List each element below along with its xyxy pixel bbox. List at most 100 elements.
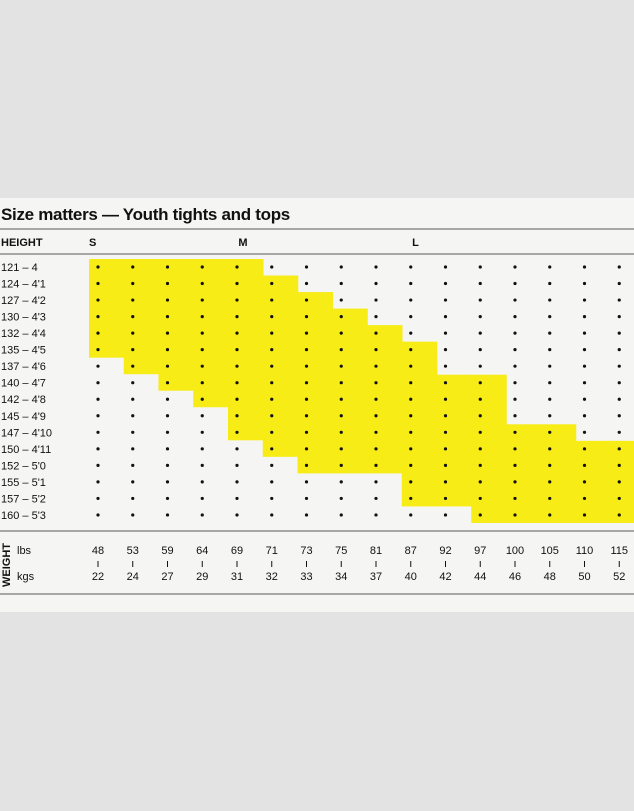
- grid-dot: [200, 265, 204, 269]
- size-chart: Size matters — Youth tights and tops HEI…: [0, 205, 634, 595]
- grid-dot: [513, 397, 517, 401]
- grid-dot: [582, 298, 587, 302]
- grid-dot: [131, 281, 135, 286]
- grid-dot: [617, 513, 621, 517]
- grid-dot: [513, 298, 517, 302]
- grid-dot: [304, 364, 309, 368]
- grid-dot: [165, 447, 170, 451]
- grid-dot: [443, 381, 448, 385]
- grid-dot: [165, 414, 170, 418]
- grid-dot: [409, 496, 413, 501]
- grid-dot: [235, 397, 239, 401]
- grid-dot: [582, 314, 587, 319]
- grid-dot: [617, 480, 621, 484]
- grid-dot: [374, 364, 378, 368]
- grid-dot: [409, 513, 413, 517]
- grid-dot: [374, 463, 378, 467]
- grid-dot: [582, 513, 587, 517]
- grid-dot: [617, 314, 621, 319]
- grid-dot: [304, 397, 309, 401]
- grid-dot: [548, 447, 552, 451]
- grid-dot: [96, 364, 100, 368]
- weight-lbs-value: 69: [231, 545, 243, 557]
- size-s-region-col-2: [158, 259, 194, 391]
- grid-dot: [582, 348, 587, 352]
- grid-dot: [165, 331, 170, 335]
- grid-dot: [131, 348, 135, 352]
- grid-dot: [165, 364, 170, 368]
- grid-dot: [339, 348, 343, 352]
- grid-dot: [617, 397, 621, 401]
- grid-dot: [409, 331, 413, 335]
- grid-dot: [165, 348, 170, 352]
- grid-dot: [96, 513, 100, 517]
- size-l-region-col-14: [575, 440, 611, 523]
- grid-dot: [548, 381, 552, 385]
- grid-dot: [409, 414, 413, 418]
- size-regions: [89, 259, 634, 523]
- grid-dot: [131, 463, 135, 467]
- grid-dot: [304, 265, 309, 269]
- grid-dot: [270, 281, 274, 286]
- grid-dot: [304, 447, 309, 451]
- grid-dot: [548, 480, 552, 484]
- grid-dot: [270, 480, 274, 484]
- grid-dot: [270, 381, 274, 385]
- size-s-region-col-3: [193, 259, 229, 408]
- grid-dot: [617, 496, 621, 501]
- height-label: 155 – 5'1: [1, 477, 46, 489]
- grid-dot: [131, 331, 135, 335]
- weight-kgs-value: 37: [370, 571, 382, 583]
- grid-dot: [374, 348, 378, 352]
- grid-dot: [131, 480, 135, 484]
- grid-dot: [443, 348, 448, 352]
- grid-dot: [235, 298, 239, 302]
- grid-dot: [270, 298, 274, 302]
- grid-dot: [548, 265, 552, 269]
- size-m-region-col-8: [367, 325, 403, 474]
- grid-dot: [165, 480, 170, 484]
- grid-dot: [409, 480, 413, 484]
- grid-dot: [409, 314, 413, 319]
- size-m-region-col-6: [297, 292, 333, 474]
- height-label: 127 – 4'2: [1, 295, 46, 307]
- grid-dot: [478, 298, 482, 302]
- height-label: 140 – 4'7: [1, 378, 46, 390]
- grid-dot: [304, 463, 309, 467]
- grid-dot: [131, 265, 135, 269]
- grid-dot: [409, 281, 413, 286]
- grid-dot: [582, 447, 587, 451]
- grid-dot: [374, 281, 378, 286]
- grid-dot: [96, 430, 100, 434]
- grid-dot: [582, 265, 587, 269]
- grid-dot: [513, 281, 517, 286]
- size-s-region-col-1: [123, 259, 160, 375]
- grid-dot: [443, 397, 448, 401]
- grid-dot: [443, 298, 448, 302]
- grid-dot: [617, 430, 621, 434]
- grid-dot: [235, 381, 239, 385]
- grid-dot: [270, 496, 274, 501]
- lbs-unit-label: lbs: [17, 545, 32, 557]
- grid-dot: [478, 463, 482, 467]
- grid-dot: [478, 447, 482, 451]
- grid-dot: [200, 397, 204, 401]
- grid-dot: [478, 265, 482, 269]
- grid-dot: [443, 314, 448, 319]
- grid-dot: [200, 414, 204, 418]
- weight-kgs-value: 40: [405, 571, 417, 583]
- grid-dot: [513, 348, 517, 352]
- grid-dot: [165, 463, 170, 467]
- kgs-unit-label: kgs: [17, 571, 35, 583]
- size-s-region-col-0: [89, 259, 125, 358]
- grid-dot: [131, 430, 135, 434]
- grid-dot: [235, 463, 239, 467]
- grid-dot: [513, 364, 517, 368]
- grid-dot: [200, 496, 204, 501]
- weight-kgs-value: 50: [578, 571, 590, 583]
- grid-dot: [235, 480, 239, 484]
- grid-dot: [165, 513, 170, 517]
- grid-dot: [617, 364, 621, 368]
- weight-kgs-value: 46: [509, 571, 521, 583]
- grid-dot: [339, 397, 343, 401]
